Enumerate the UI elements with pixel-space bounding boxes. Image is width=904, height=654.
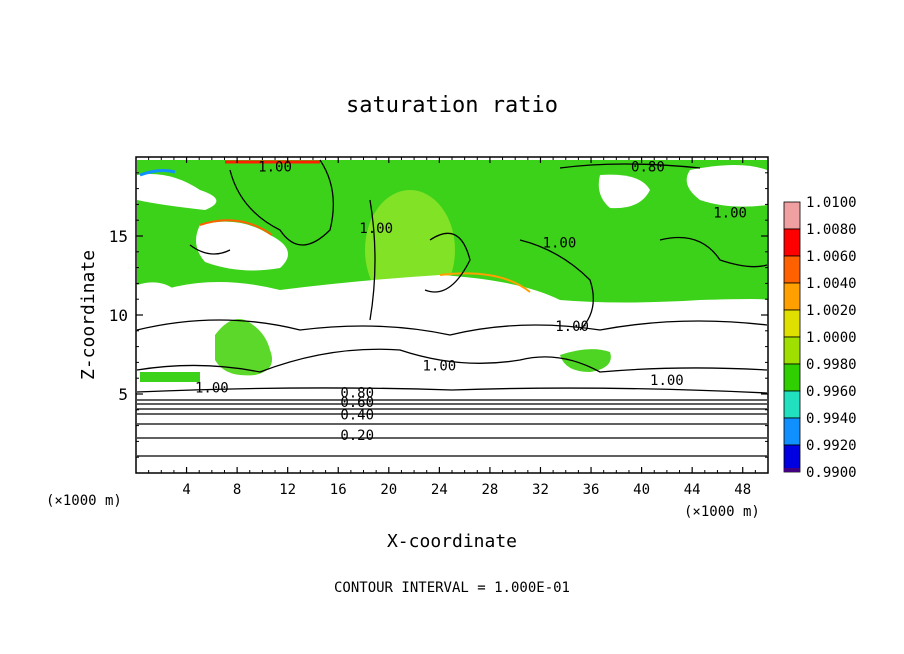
colorbar-swatch (783, 282, 801, 311)
contour-label: 0.40 (340, 408, 374, 424)
contour-label: 1.00 (258, 159, 292, 175)
x-tick-label: 32 (532, 482, 549, 498)
colorbar-swatch (783, 336, 801, 365)
contour-label: 1.00 (423, 359, 457, 375)
x-unit-right: (×1000 m) (684, 504, 760, 520)
colorbar-label: 1.0000 (806, 330, 857, 346)
colorbar-label: 1.0040 (806, 276, 857, 292)
contour-labels: 1.00 0.80 1.00 1.00 1.00 1.00 1.00 1.00 1.00 0.80… (195, 159, 747, 444)
colorbar: 1.0100 1.0080 1.0060 1.0040 1.0020 1.0000 0.99… (783, 195, 857, 481)
colorbar-swatch (783, 228, 801, 257)
y-tick-label: 15 (109, 227, 128, 246)
colorbar-swatch (783, 255, 801, 284)
colorbar-label: 1.0060 (806, 249, 857, 265)
contour-label: 1.00 (555, 319, 589, 335)
colorbar-label: 1.0080 (806, 222, 857, 238)
saturated-patch-lower-left (215, 319, 273, 376)
colorbar-label: 1.0020 (806, 303, 857, 319)
y-axis-ticks: 5 10 15 (109, 172, 768, 458)
y-axis-label: Z-coordinate (78, 250, 99, 380)
x-tick-label: 20 (380, 482, 397, 498)
contour-label: 1.00 (713, 205, 747, 221)
contour-label: 0.80 (340, 385, 374, 401)
x-tick-label: 48 (734, 482, 751, 498)
x-tick-label: 24 (431, 482, 448, 498)
x-tick-label: 12 (279, 482, 296, 498)
colorbar-swatch (783, 444, 801, 473)
colorbar-label: 0.9900 (806, 465, 857, 481)
contour-label: 1.00 (650, 373, 684, 389)
y-tick-label: 5 (118, 385, 128, 404)
colorbar-swatch (783, 363, 801, 392)
dry-edge-blue (139, 169, 176, 177)
x-axis-label: X-coordinate (387, 531, 517, 552)
x-tick-label: 8 (233, 482, 241, 498)
supersaturation-edge-mid (439, 272, 531, 293)
x-tick-label: 28 (481, 482, 498, 498)
x-tick-label: 16 (330, 482, 347, 498)
saturated-patch-lower-right (560, 349, 611, 372)
colorbar-swatch-min (784, 468, 800, 472)
contour-label: 0.60 (340, 395, 374, 411)
chart-title: saturation ratio (346, 93, 558, 118)
x-tick-label: 40 (633, 482, 650, 498)
colorbar-swatch (783, 417, 801, 446)
saturated-strip-left (140, 372, 200, 382)
x-tick-label: 4 (182, 482, 190, 498)
colorbar-label: 0.9920 (806, 438, 857, 454)
dry-region-mid-right (598, 174, 650, 209)
y-tick-label: 10 (109, 306, 128, 325)
supersaturation-edge-upper-left (199, 219, 273, 236)
colorbar-label: 0.9980 (806, 357, 857, 373)
x-unit-left: (×1000 m) (46, 493, 122, 509)
dry-region-upper-left (196, 221, 288, 271)
dry-region-top-left (137, 174, 217, 210)
contour-label: 1.00 (359, 221, 393, 237)
contour-label: 1.00 (195, 381, 229, 397)
colorbar-swatch (783, 390, 801, 419)
x-tick-label: 44 (684, 482, 701, 498)
x-tick-label: 36 (583, 482, 600, 498)
contour-interval-note: CONTOUR INTERVAL = 1.000E-01 (334, 580, 570, 596)
plot-area (135, 156, 769, 474)
x-axis-ticks: 4 8 12 16 20 24 28 32 36 40 44 48 (148, 157, 756, 498)
colorbar-swatch (783, 309, 801, 338)
contour-label: 0.20 (340, 428, 374, 444)
colorbar-label: 0.9960 (806, 384, 857, 400)
contour-lines (136, 159, 768, 457)
contour-label: 0.80 (631, 159, 665, 175)
dry-region-upper-right (686, 165, 767, 207)
dry-region-left-patch (137, 282, 175, 301)
colorbar-swatch (783, 201, 801, 230)
colorbar-label: 1.0100 (806, 195, 857, 211)
contour-label: 1.00 (543, 235, 577, 251)
colorbar-label: 0.9940 (806, 411, 857, 427)
lower-clear-layer (137, 385, 767, 472)
